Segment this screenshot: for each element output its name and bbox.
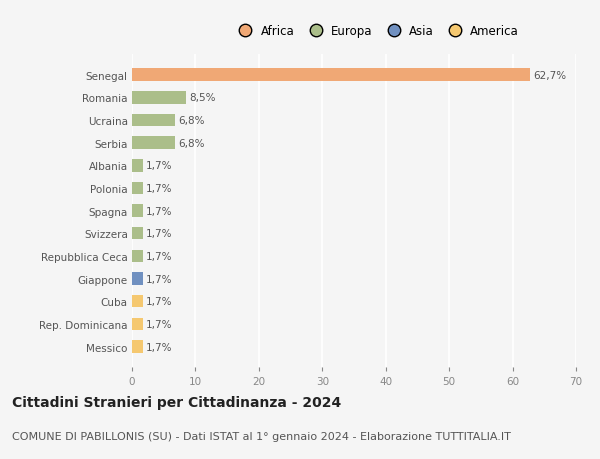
Bar [132,137,175,150]
Bar [132,69,530,82]
Text: 1,7%: 1,7% [146,184,172,194]
Bar [132,273,143,285]
Bar [132,114,175,127]
Text: 1,7%: 1,7% [146,297,172,307]
Text: 6,8%: 6,8% [178,138,205,148]
Text: Cittadini Stranieri per Cittadinanza - 2024: Cittadini Stranieri per Cittadinanza - 2… [12,395,341,409]
Text: 8,5%: 8,5% [189,93,215,103]
Bar [132,92,186,104]
Text: 1,7%: 1,7% [146,206,172,216]
Text: 6,8%: 6,8% [178,116,205,126]
Bar [132,205,143,218]
Bar [132,341,143,353]
Text: 1,7%: 1,7% [146,274,172,284]
Bar [132,295,143,308]
Text: 1,7%: 1,7% [146,319,172,329]
Bar [132,160,143,172]
Text: 1,7%: 1,7% [146,342,172,352]
Bar [132,228,143,240]
Bar [132,250,143,263]
Text: 1,7%: 1,7% [146,252,172,261]
Text: 1,7%: 1,7% [146,161,172,171]
Text: COMUNE DI PABILLONIS (SU) - Dati ISTAT al 1° gennaio 2024 - Elaborazione TUTTITA: COMUNE DI PABILLONIS (SU) - Dati ISTAT a… [12,431,511,442]
Legend: Africa, Europa, Asia, America: Africa, Europa, Asia, America [229,20,524,43]
Text: 1,7%: 1,7% [146,229,172,239]
Text: 62,7%: 62,7% [533,71,566,80]
Bar [132,318,143,330]
Bar [132,182,143,195]
